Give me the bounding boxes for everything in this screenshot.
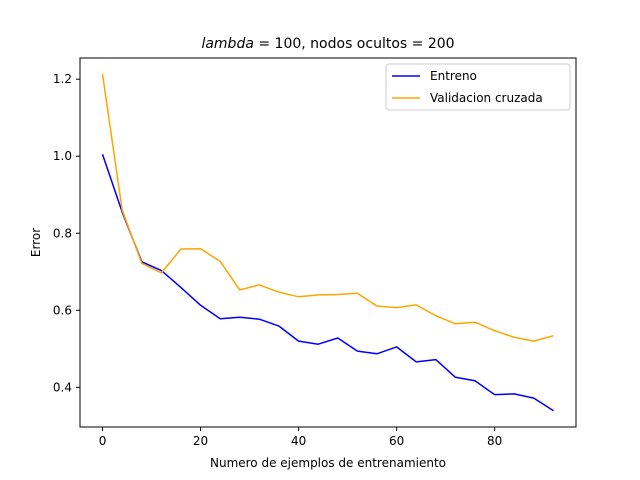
y-axis-ticks: 0.4 0.6 0.8 1.0 1.2 <box>53 72 80 394</box>
y-tick-label: 0.6 <box>53 303 72 317</box>
x-tick-label: 40 <box>291 434 306 448</box>
chart-title-italic: lambda <box>201 36 253 52</box>
y-tick-label: 1.0 <box>53 149 72 163</box>
axes-frame <box>79 57 577 428</box>
y-tick-label: 0.4 <box>53 380 72 394</box>
x-axis-label: Numero de ejemplos de entrenamiento <box>210 456 446 470</box>
legend-box <box>385 63 571 111</box>
series-line-entreno <box>101 154 554 412</box>
legend-label-validacion-cruzada: Validacion cruzada <box>430 91 543 105</box>
x-axis-ticks: 0 20 40 60 80 <box>99 427 502 448</box>
x-tick-label: 80 <box>487 434 502 448</box>
x-tick-label: 0 <box>99 434 107 448</box>
x-tick-label: 60 <box>389 434 404 448</box>
plot-layer <box>101 74 554 412</box>
y-axis-label: Error <box>29 228 43 257</box>
x-tick-label: 20 <box>193 434 208 448</box>
series-line-validacion-cruzada <box>101 74 554 342</box>
legend-label-entreno: Entreno <box>430 69 477 83</box>
y-tick-label: 0.8 <box>53 226 72 240</box>
chart-title: lambda = 100, nodos ocultos = 200 <box>201 36 454 52</box>
chart-title-rest: = 100, nodos ocultos = 200 <box>254 36 455 52</box>
y-tick-label: 1.2 <box>53 72 72 86</box>
legend: Entreno Validacion cruzada <box>385 63 571 111</box>
